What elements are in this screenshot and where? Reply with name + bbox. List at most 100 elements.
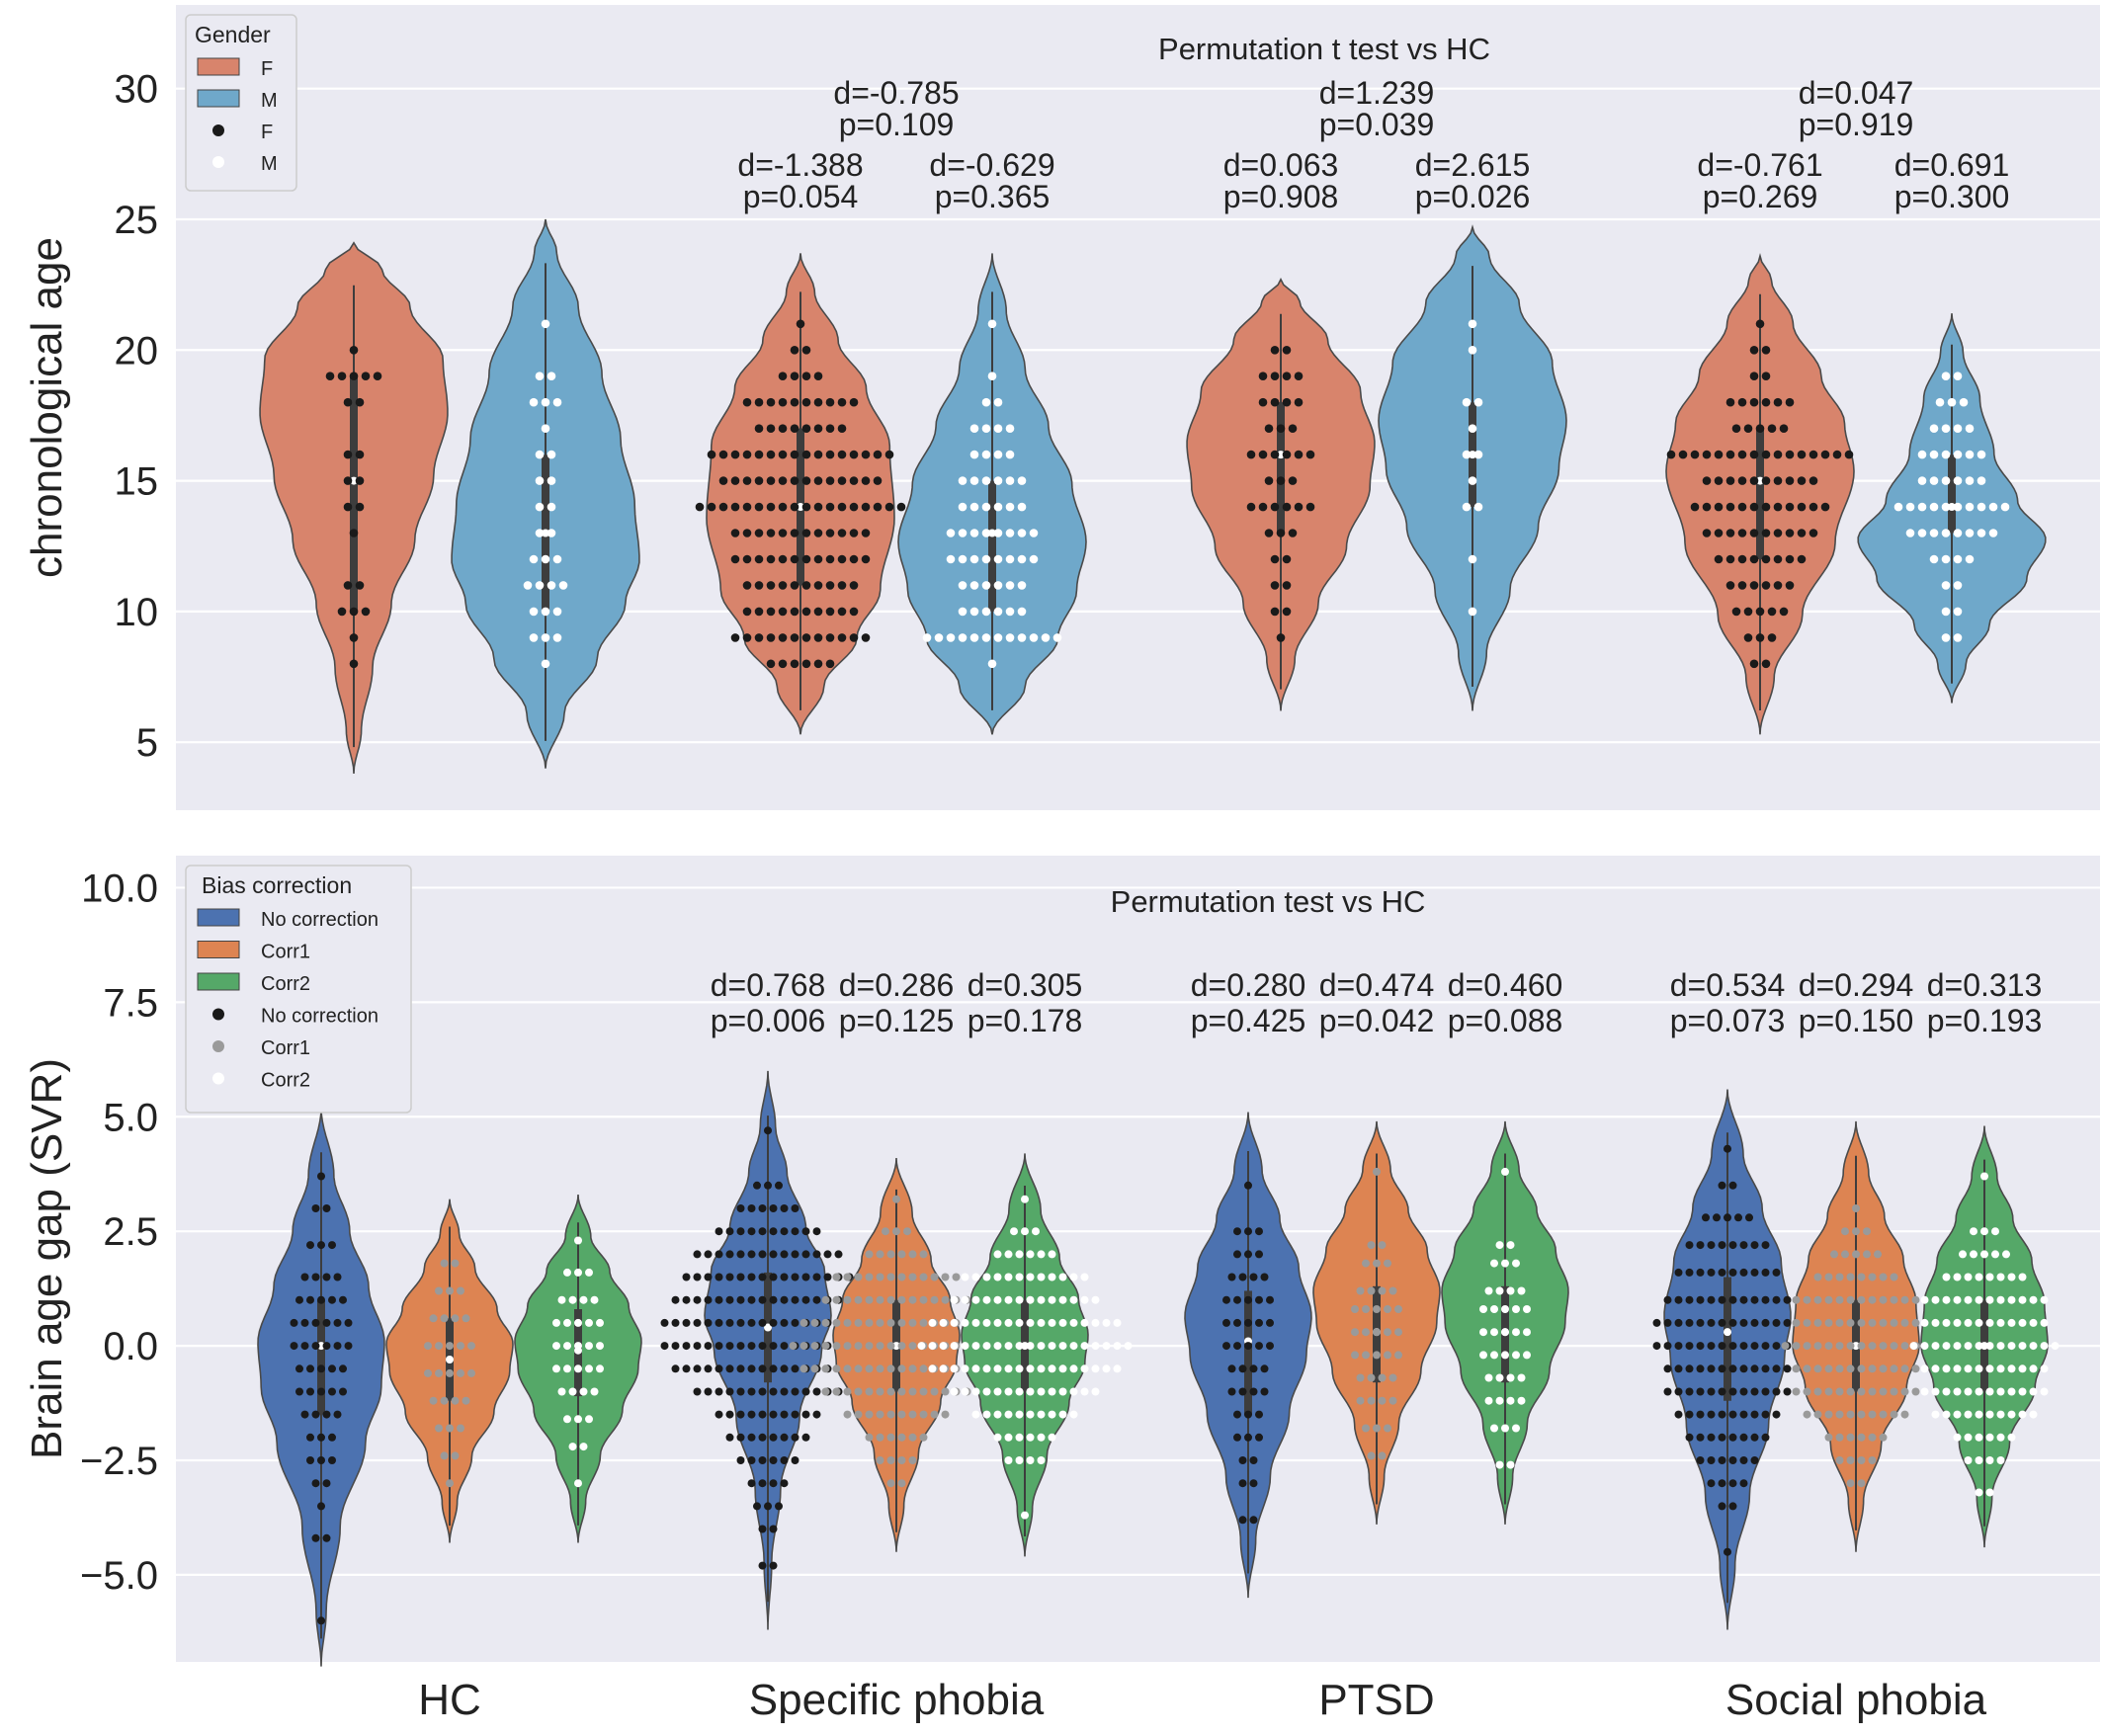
swarm-point [541,397,550,407]
swarm-point [1294,397,1304,407]
legend-label: M [261,90,278,112]
swarm-point [1783,1295,1792,1304]
swarm-point [1276,529,1286,537]
swarm-point [1276,633,1286,642]
swarm-point [429,1396,438,1405]
swarm-point [758,1561,767,1570]
swarm-point [1996,1342,2005,1351]
swarm-point [1985,1433,1994,1442]
swarm-point [754,554,764,564]
swarm-point [1005,607,1015,617]
swarm-point [446,1342,454,1351]
swarm-point [1953,450,1963,459]
swarm-point [451,1396,460,1405]
swarm-point [725,1250,734,1259]
swarm-point [306,1295,314,1304]
swarm-point [1977,476,1986,485]
swarm-point [1953,1318,1962,1327]
swarm-point [1037,1318,1046,1327]
swarm-point [861,502,871,512]
swarm-point [1761,450,1771,459]
swarm-point [790,659,799,669]
swarm-point [801,1387,810,1396]
swarm-point [1750,1268,1759,1277]
swarm-point [725,1387,734,1396]
swarm-point [865,1250,874,1259]
swarm-point [1905,529,1915,537]
swarm-point [1879,1433,1888,1442]
swarm-point [1517,1373,1526,1382]
swarm-point [328,1456,336,1464]
swarm-point [1091,1295,1100,1304]
swarm-point [837,529,847,537]
swarm-point [993,397,1003,407]
swarm-point [1931,1318,1940,1327]
swarm-point [969,502,979,512]
swarm-point [1761,1387,1770,1396]
swarm-point [825,529,835,537]
violin-median [1948,503,1956,512]
swarm-point [993,529,1003,537]
swarm-point [1731,424,1741,434]
swarm-point [810,1318,819,1327]
swarm-point [812,1410,821,1419]
swarm-point [1707,1268,1716,1277]
swarm-point [1835,1387,1844,1396]
swarm-point [790,529,799,537]
swarm-point [1941,529,1951,537]
swarm-point [769,1250,778,1259]
p-value-label: p=0.178 [967,1003,1083,1038]
effect-size-label: d=2.615 [1415,147,1531,183]
swarm-point [861,554,871,564]
swarm-point [832,1387,841,1396]
swarm-point [1728,1502,1737,1511]
violin-f-hc [259,241,449,775]
swarm-point [1017,607,1027,617]
swarm-point [1728,1479,1737,1488]
swarm-point [958,607,967,617]
y-tick-label: 5.0 [103,1096,158,1139]
swarm-point [812,1295,821,1304]
p-value-label: p=0.425 [1191,1003,1306,1038]
swarm-point [849,397,859,407]
swarm-point [1868,1410,1877,1419]
swarm-point [344,1318,353,1327]
swarm-point [1964,1273,1973,1281]
swarm-point [736,1364,745,1373]
swarm-point [1965,502,1975,512]
swarm-point [682,1364,691,1373]
swarm-point [747,1387,756,1396]
swarm-point [1367,1286,1376,1295]
swarm-point [825,633,835,642]
swarm-point [446,1479,454,1488]
swarm-point [1835,1273,1844,1281]
swarm-point [306,1433,314,1442]
swarm-point [1749,476,1759,485]
swarm-point [873,502,883,512]
swarm-point [1797,529,1807,537]
swarm-point [1846,1410,1855,1419]
swarm-point [1266,1318,1274,1327]
swarm-point [451,1314,460,1323]
swarm-point [801,1273,810,1281]
swarm-point [1977,502,1986,512]
swarm-point [993,502,1003,512]
swarm-point [1931,1364,1940,1373]
swarm-point [718,502,728,512]
x-tick-label: HC [418,1676,481,1724]
violin-iqr-box [1756,428,1764,559]
swarm-point [1750,1295,1759,1304]
swarm-point [693,1342,702,1351]
swarm-point [987,319,997,329]
swarm-point [886,1250,895,1259]
swarm-point [813,397,823,407]
swarm-point [317,1502,325,1511]
effect-size-label: d=0.305 [967,967,1083,1003]
swarm-point [897,1273,906,1281]
swarm-point [1004,1364,1013,1373]
swarm-point [780,1227,789,1236]
swarm-point [1479,1351,1487,1360]
swarm-point [1260,1364,1269,1373]
swarm-point [865,1295,874,1304]
swarm-point [758,1295,767,1304]
